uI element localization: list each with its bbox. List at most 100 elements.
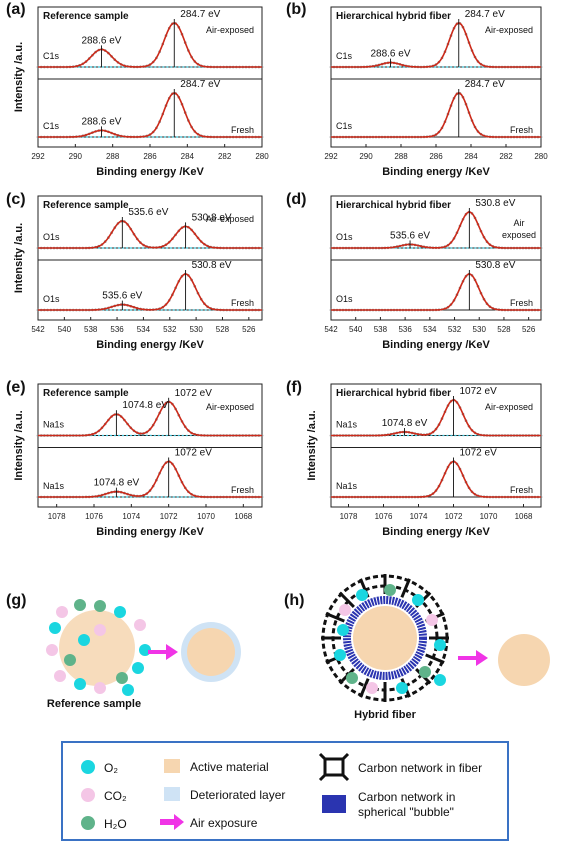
component-curve [38,225,262,249]
carbon-fiber-ring [331,584,439,692]
co2-legend-swatch [81,788,95,802]
carbon-network-strand [318,773,327,782]
peak-label: 530.8 eV [192,212,232,223]
panel-label: (d) [286,191,306,208]
peak-label: 284.7 eV [465,79,505,90]
component-curve [38,220,262,249]
air-exposure-arrow [148,644,178,660]
y-axis-label: Intensity /a.u. [306,410,318,480]
element-label: C1s [43,51,60,61]
x-tick-label: 1074 [410,512,428,521]
air-exposure-arrow [458,650,488,666]
condition-label: Air-exposed [206,214,254,224]
chart-panel-c: (c) Reference sample 542 540 538 536 534 532 530… [6,191,264,351]
chart-panel-d: (d) Hierarchical hybrid fiber 542 540 538 536… [286,191,543,351]
x-tick-label: 280 [255,152,269,161]
x-tick-label: 1076 [375,512,393,521]
element-label: Na1s [336,420,358,430]
y-axis-label: Intensity /a.u. [13,42,25,112]
x-tick-label: 538 [84,325,98,334]
condition-label: Fresh [231,298,254,308]
condition-label: Fresh [510,485,533,495]
co2-molecule [134,619,146,631]
legend-h2o: H₂O [104,817,127,831]
element-label: O1s [43,232,60,242]
panel-title: Reference sample [43,388,129,399]
peak-label: 288.6 eV [81,35,121,46]
component-curve [38,92,262,138]
peak-label: 530.8 eV [192,260,232,271]
condition-label: Fresh [231,485,254,495]
panel-label: (e) [6,379,26,396]
x-axis-label: Binding energy /KeV [382,166,490,178]
x-axis-label: Binding energy /KeV [96,166,204,178]
chart-panel-f: (f) Hierarchical hybrid fiber 1078 1076 1074… [286,379,543,538]
fit-curve [38,273,262,311]
h2o-molecule [419,666,431,678]
peak-label: 535.6 eV [128,207,168,218]
active-material-particle [498,634,550,686]
o2-molecule [74,678,86,690]
condition-label: Air-exposed [485,25,533,35]
legend-box [61,741,509,841]
h2o-molecule [116,672,128,684]
schematic-caption: Reference sample [47,698,141,710]
x-tick-label: 536 [110,325,124,334]
peak-label: 1072 eV [175,388,213,399]
panel-label: (c) [6,191,26,208]
x-tick-label: 288 [394,152,408,161]
element-label: Na1s [336,481,358,491]
peak-label: 1074.8 eV [382,418,428,429]
x-tick-label: 292 [324,152,338,161]
x-tick-label: 1072 [445,512,463,521]
h2o-molecule [74,599,86,611]
o2-molecule [132,662,144,674]
condition-label: Air [514,218,525,228]
element-label: O1s [336,232,353,242]
x-tick-label: 1070 [197,512,215,521]
x-tick-label: 290 [69,152,83,161]
panel-title: Hierarchical hybrid fiber [336,11,451,22]
h2o-molecule [94,600,106,612]
x-tick-label: 536 [398,325,412,334]
y-axis-label: Intensity /a.u. [13,410,25,480]
h2o-legend-swatch [81,816,95,830]
o2-legend-swatch [81,760,95,774]
component-curve [331,62,541,68]
peak-label: 1072 eV [175,448,213,459]
x-tick-label: 532 [448,325,462,334]
x-axis-label: Binding energy /KeV [96,339,204,351]
legend-deteriorated: Deteriorated layer [190,788,285,802]
carbon-fiber-ring [321,574,449,702]
panel-label: (b) [286,1,306,18]
panel-label: (f) [286,379,302,396]
fit-curve [38,220,262,249]
x-axis-label: Binding energy /KeV [96,526,204,538]
x-tick-label: 542 [31,325,45,334]
fit-curve [331,92,541,138]
peak-label: 288.6 eV [370,49,410,60]
plot-frame [330,383,542,508]
element-label: C1s [336,51,353,61]
h2o-molecule [384,584,396,596]
x-tick-label: 292 [31,152,45,161]
x-tick-label: 282 [218,152,232,161]
peak-label: 535.6 eV [102,291,142,302]
x-tick-label: 286 [429,152,443,161]
carbon-network-strand [318,752,327,761]
o2-molecule [334,649,346,661]
carbon-network-strand [341,752,350,761]
y-axis-label: Intensity /a.u. [13,223,25,293]
fit-curve [38,92,262,138]
h2o-molecule [346,672,358,684]
x-tick-label: 284 [464,152,478,161]
panel-title: Reference sample [43,200,129,211]
peak-label: 284.7 eV [465,9,505,20]
x-tick-label: 1068 [234,512,252,521]
x-tick-label: 540 [349,325,363,334]
o2-molecule [114,606,126,618]
carbon-bubble-swatch [322,795,346,813]
fit-curve [331,273,541,311]
x-tick-label: 528 [216,325,230,334]
condition-label: Fresh [510,298,533,308]
